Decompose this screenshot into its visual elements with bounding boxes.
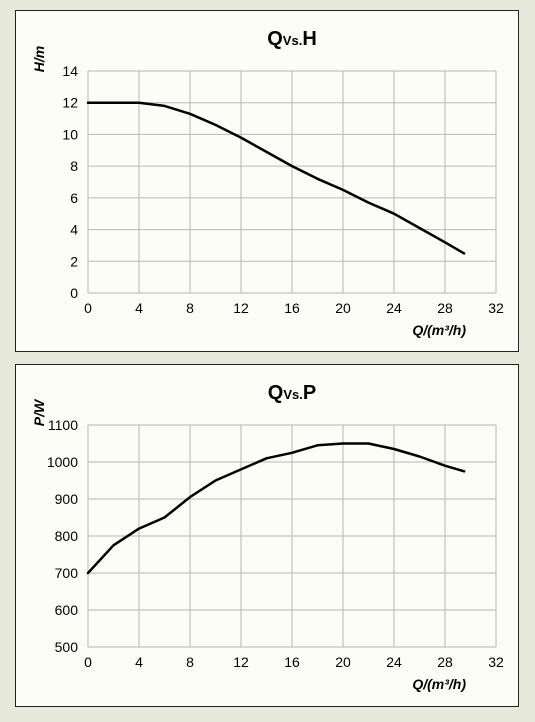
x-tick-label: 24 <box>386 300 402 316</box>
x-tick-label: 12 <box>233 300 249 316</box>
x-tick-label: 16 <box>284 300 300 316</box>
chart-title: QVs.H <box>267 28 317 50</box>
x-tick-label: 4 <box>135 300 143 316</box>
data-curve <box>88 103 464 254</box>
y-tick-label: 1000 <box>47 454 78 470</box>
y-tick-label: 2 <box>70 253 78 269</box>
x-tick-label: 12 <box>233 654 249 670</box>
x-tick-label: 24 <box>386 654 402 670</box>
y-axis-label: H/m <box>31 46 47 72</box>
y-tick-label: 500 <box>55 639 79 655</box>
y-tick-label: 0 <box>70 285 78 301</box>
chart-title: QVs.P <box>268 382 316 404</box>
y-tick-label: 900 <box>55 491 79 507</box>
page: 04812162024283202468101214H/mQ/(m³/h)QVs… <box>10 8 525 714</box>
y-tick-label: 4 <box>70 222 78 238</box>
chart-qh: 04812162024283202468101214H/mQ/(m³/h)QVs… <box>16 11 516 349</box>
x-tick-label: 0 <box>84 300 92 316</box>
x-axis-label: Q/(m³/h) <box>412 676 466 692</box>
y-tick-label: 600 <box>55 602 79 618</box>
y-tick-label: 700 <box>55 565 79 581</box>
y-tick-label: 8 <box>70 158 78 174</box>
x-tick-label: 16 <box>284 654 300 670</box>
y-tick-label: 1100 <box>48 417 78 433</box>
y-tick-label: 14 <box>62 63 78 79</box>
x-tick-label: 32 <box>488 654 504 670</box>
x-tick-label: 28 <box>437 300 453 316</box>
x-tick-label: 4 <box>135 654 143 670</box>
y-tick-label: 6 <box>70 190 78 206</box>
chart-qp: 0 4 8 12 16 20 24 28 32 500 600 700 800 900 1000 1100P/… <box>16 365 516 703</box>
x-tick-label: 20 <box>335 300 351 316</box>
x-tick-label: 0 <box>84 654 92 670</box>
x-axis-label: Q/(m³/h) <box>412 322 466 338</box>
x-tick-label: 32 <box>488 300 504 316</box>
y-tick-label: 12 <box>62 95 78 111</box>
x-tick-label: 8 <box>186 300 194 316</box>
data-curve <box>88 444 464 574</box>
y-axis-label: P/W <box>31 398 47 426</box>
chart-panel-qh: 04812162024283202468101214H/mQ/(m³/h)QVs… <box>15 10 519 352</box>
x-tick-label: 8 <box>186 654 194 670</box>
x-tick-label: 20 <box>335 654 351 670</box>
chart-panel-qp: 0 4 8 12 16 20 24 28 32 500 600 700 800 900 1000 1100P/… <box>15 364 519 707</box>
y-tick-label: 10 <box>62 126 78 142</box>
y-tick-label: 800 <box>55 528 79 544</box>
x-tick-label: 28 <box>437 654 453 670</box>
